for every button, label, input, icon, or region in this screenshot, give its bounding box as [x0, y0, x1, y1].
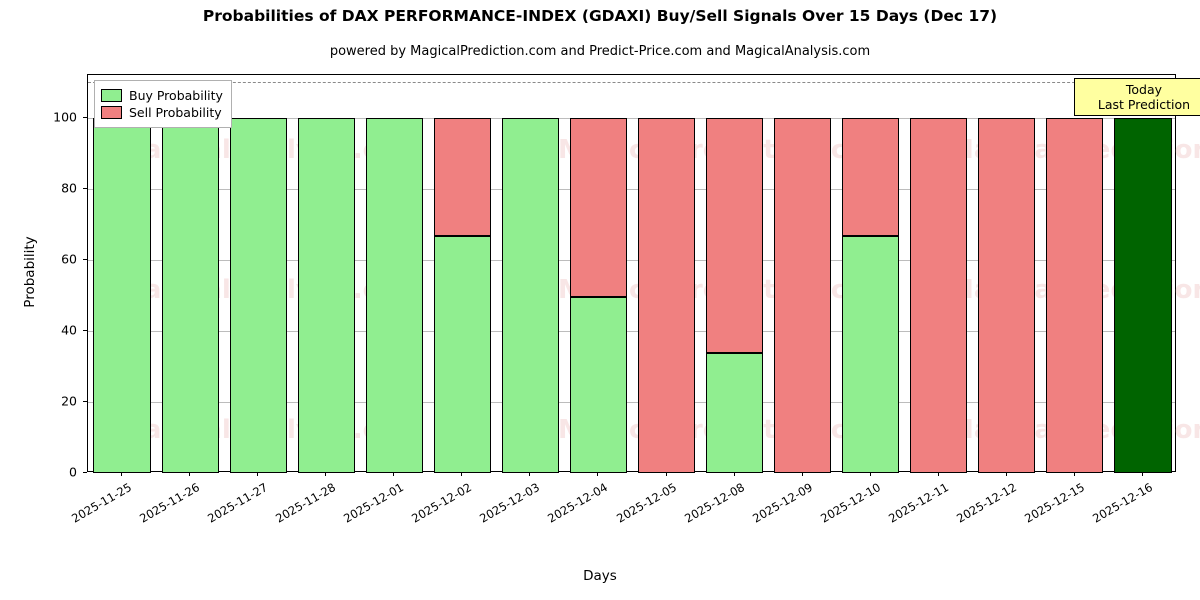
x-tick-mark — [1005, 472, 1007, 476]
x-tick-mark — [257, 472, 259, 476]
x-tick-mark — [597, 472, 599, 476]
today-annotation-line1: Today — [1125, 82, 1163, 97]
x-tick-mark — [937, 472, 939, 476]
y-tick-mark — [83, 400, 87, 402]
bar-buy — [161, 117, 219, 473]
x-tick-label: 2025-11-25 — [69, 480, 135, 526]
bar-buy — [433, 235, 491, 473]
bar-buy — [706, 353, 764, 473]
y-tick-label: 0 — [69, 464, 77, 480]
x-tick-mark — [801, 472, 803, 476]
legend-swatch-sell — [101, 106, 122, 119]
bar-buy — [842, 235, 900, 473]
x-tick-mark — [1141, 472, 1143, 476]
x-tick-mark — [121, 472, 123, 476]
y-tick-mark — [83, 329, 87, 331]
y-tick-label: 60 — [61, 251, 77, 267]
legend-label-buy: Buy Probability — [129, 88, 223, 103]
y-tick-label: 40 — [61, 322, 77, 338]
bar-sell — [774, 117, 832, 473]
x-tick-mark — [325, 472, 327, 476]
y-gridline — [88, 401, 1175, 403]
chart-title: Probabilities of DAX PERFORMANCE-INDEX (… — [202, 7, 998, 25]
legend-swatch-buy — [101, 89, 122, 102]
bar-buy — [569, 297, 628, 473]
bar-sell — [569, 117, 628, 298]
bar-buy — [297, 117, 355, 473]
chart-subtitle: powered by MagicalPrediction.com and Pre… — [329, 44, 871, 59]
x-tick-mark — [1073, 472, 1075, 476]
bar-sell — [433, 117, 491, 236]
y-tick-mark — [83, 472, 87, 473]
x-axis-label: Days — [583, 568, 617, 584]
bar-sell — [706, 117, 764, 354]
y-gridline — [88, 259, 1175, 261]
threshold-dashed-line — [88, 82, 1175, 84]
bar-sell — [1046, 117, 1104, 473]
x-tick-mark — [665, 472, 667, 476]
bar-sell — [842, 117, 900, 236]
legend-item-sell: Sell Probability — [101, 104, 223, 121]
legend-label-sell: Sell Probability — [129, 105, 222, 120]
legend: Buy Probability Sell Probability — [94, 80, 232, 128]
y-gridline — [88, 117, 1175, 119]
y-axis-label: Probability — [22, 236, 38, 308]
x-tick-mark — [461, 472, 463, 476]
bar-buy — [501, 117, 559, 473]
x-tick-mark — [733, 472, 735, 476]
y-tick-label: 20 — [61, 393, 77, 409]
bar-today — [1114, 117, 1172, 473]
today-annotation-line2: Last Prediction — [1097, 97, 1191, 112]
y-tick-mark — [83, 187, 87, 189]
bar-sell — [637, 117, 696, 473]
y-gridline — [88, 188, 1175, 190]
x-tick-mark — [869, 472, 871, 476]
bar-buy — [229, 117, 287, 473]
x-tick-mark — [529, 472, 531, 476]
today-annotation: Today Last Prediction — [1073, 78, 1200, 116]
bar-sell — [910, 117, 968, 473]
y-tick-mark — [83, 258, 87, 260]
y-tick-mark — [83, 116, 87, 118]
plot-area: MagicalAnalysis.comMagicalPrediction.com… — [87, 74, 1200, 473]
x-tick-mark — [189, 472, 191, 476]
bar-sell — [978, 117, 1036, 473]
legend-item-buy: Buy Probability — [101, 87, 223, 104]
bar-buy — [365, 117, 423, 473]
y-tick-label: 80 — [61, 180, 77, 196]
x-tick-mark — [393, 472, 395, 476]
bar-buy — [93, 117, 151, 473]
y-tick-label: 100 — [53, 109, 77, 125]
y-gridline — [88, 330, 1175, 332]
